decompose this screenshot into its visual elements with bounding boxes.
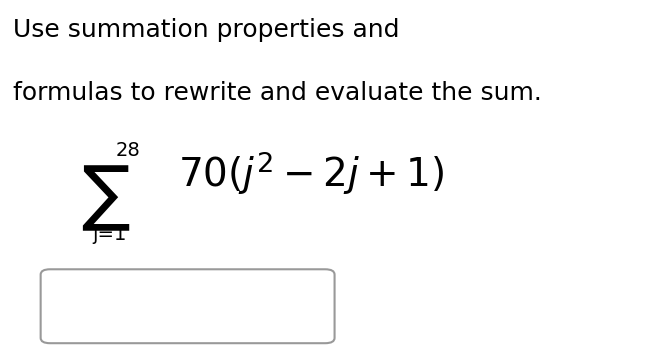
Text: 28: 28 [115, 141, 140, 160]
FancyBboxPatch shape [41, 269, 335, 343]
Text: ∑: ∑ [81, 164, 130, 233]
Text: $70(j^{2} - 2j + 1)$: $70(j^{2} - 2j + 1)$ [178, 150, 445, 197]
Text: formulas to rewrite and evaluate the sum.: formulas to rewrite and evaluate the sum… [12, 81, 541, 105]
Text: Use summation properties and: Use summation properties and [12, 18, 399, 42]
Text: j=1: j=1 [92, 225, 127, 244]
